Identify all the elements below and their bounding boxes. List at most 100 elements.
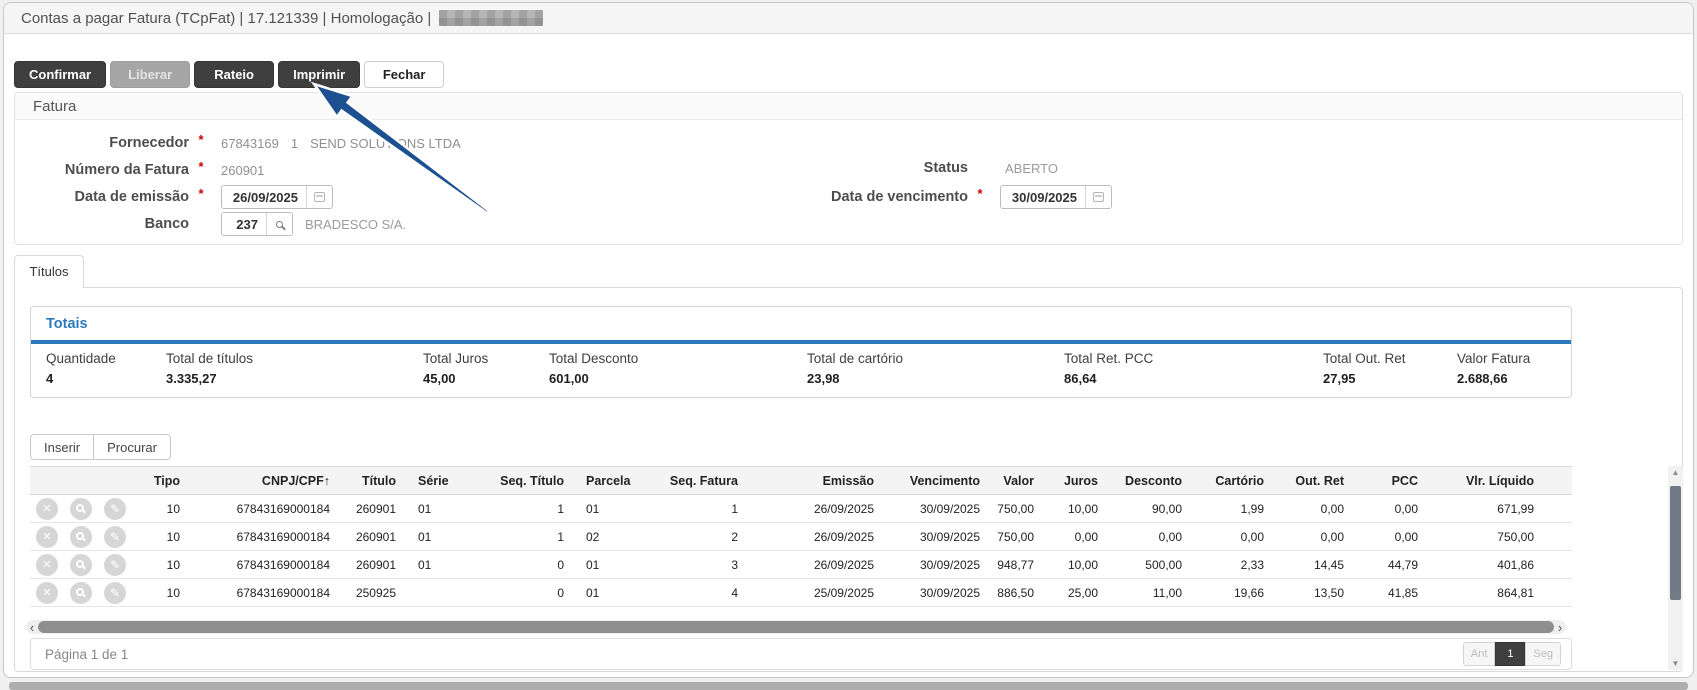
inserir-button[interactable]: Inserir <box>30 434 93 460</box>
fechar-button[interactable]: Fechar <box>364 61 444 88</box>
vertical-scrollbar[interactable]: ▲ ▼ <box>1668 466 1683 670</box>
column-header-sorted[interactable]: CNPJ/CPF↑ <box>188 467 338 495</box>
column-header[interactable]: Tipo <box>142 467 188 495</box>
delete-icon[interactable]: ✕ <box>36 498 58 520</box>
delete-icon[interactable]: ✕ <box>36 526 58 548</box>
cell: 260901 <box>338 523 404 551</box>
delete-icon[interactable]: ✕ <box>36 582 58 604</box>
cell: 11,00 <box>1106 579 1190 607</box>
pagination-page-1-button[interactable]: 1 <box>1495 642 1525 666</box>
grid-body: ✕✎106784316900018426090101101126/09/2025… <box>30 495 1572 607</box>
cell: 0,00 <box>1352 523 1426 551</box>
required-asterisk: * <box>189 186 213 201</box>
total-label: Total Out. Ret <box>1323 351 1406 366</box>
calendar-button[interactable] <box>1085 186 1111 208</box>
cell: 44,79 <box>1352 551 1426 579</box>
cell: 41,85 <box>1352 579 1426 607</box>
rateio-button[interactable]: Rateio <box>194 61 274 88</box>
cell: 4 <box>636 579 746 607</box>
cell: 0 <box>456 579 572 607</box>
cell: 10,00 <box>1042 551 1106 579</box>
edit-icon[interactable]: ✎ <box>104 582 126 604</box>
column-header[interactable]: Seq. Fatura <box>636 467 746 495</box>
total-label: Total Juros <box>423 351 488 366</box>
total-label: Quantidade <box>46 351 116 366</box>
table-row: ✕✎106784316900018426090101101126/09/2025… <box>30 495 1572 523</box>
column-header[interactable]: Cartório <box>1190 467 1272 495</box>
window-titlebar: Contas a pagar Fatura (TCpFat) | 17.1213… <box>4 3 1693 34</box>
horizontal-scrollbar[interactable]: ‹ › <box>26 620 1566 634</box>
scroll-down-icon[interactable]: ▼ <box>1668 659 1683 668</box>
column-header[interactable]: Título <box>338 467 404 495</box>
delete-icon[interactable]: ✕ <box>36 554 58 576</box>
scroll-right-icon[interactable]: › <box>1554 621 1566 634</box>
column-header[interactable]: PCC <box>1352 467 1426 495</box>
numero-fatura-value: 260901 <box>221 163 264 178</box>
view-icon[interactable] <box>70 582 92 604</box>
tab-titulos[interactable]: Títulos <box>14 255 84 288</box>
cell: 500,00 <box>1106 551 1190 579</box>
data-vencimento-field: Data de vencimento * <box>760 184 1112 210</box>
vertical-scrollbar-thumb[interactable] <box>1670 486 1681 600</box>
column-header[interactable]: Parcela <box>572 467 636 495</box>
filler-column-header <box>1542 467 1572 495</box>
column-header[interactable]: Vlr. Líquido <box>1426 467 1542 495</box>
edit-icon[interactable]: ✎ <box>104 498 126 520</box>
scroll-up-icon[interactable]: ▲ <box>1668 468 1683 477</box>
horizontal-scrollbar-thumb[interactable] <box>38 621 1554 633</box>
cell: 1 <box>636 495 746 523</box>
edit-icon[interactable]: ✎ <box>104 554 126 576</box>
procurar-button[interactable]: Procurar <box>93 434 171 460</box>
banco-input[interactable] <box>222 213 266 235</box>
cell: 02 <box>572 523 636 551</box>
view-icon[interactable] <box>70 526 92 548</box>
view-icon[interactable] <box>70 498 92 520</box>
grid-action-buttons: Inserir Procurar <box>30 434 171 460</box>
column-header[interactable]: Desconto <box>1106 467 1190 495</box>
column-header[interactable]: Out. Ret <box>1272 467 1352 495</box>
pagination-next-button[interactable]: Seg <box>1525 642 1561 666</box>
scroll-left-icon[interactable]: ‹ <box>26 621 38 634</box>
cell: 0,00 <box>1190 523 1272 551</box>
column-header[interactable]: Vencimento <box>882 467 988 495</box>
column-header[interactable]: Seq. Título <box>456 467 572 495</box>
table-row: ✕✎106784316900018426090101001326/09/2025… <box>30 551 1572 579</box>
confirmar-button[interactable]: Confirmar <box>14 61 106 88</box>
calendar-button[interactable] <box>306 186 332 208</box>
total-value: 2.688,66 <box>1457 371 1530 386</box>
total-value: 27,95 <box>1323 371 1406 386</box>
cell: 67843169000184 <box>188 551 338 579</box>
pagination-prev-button[interactable]: Ant <box>1463 642 1496 666</box>
cell: 0,00 <box>1106 523 1190 551</box>
data-emissao-input[interactable] <box>222 186 306 208</box>
column-header[interactable]: Valor <box>988 467 1042 495</box>
column-header[interactable]: Emissão <box>746 467 882 495</box>
cell: 3 <box>636 551 746 579</box>
cell: 0,00 <box>1352 495 1426 523</box>
redacted-text <box>439 10 543 26</box>
total-label: Total de títulos <box>166 351 253 366</box>
row-actions: ✕✎ <box>30 523 142 551</box>
status-label: Status <box>760 160 968 176</box>
totais-accent-bar <box>31 340 1571 344</box>
total-value: 45,00 <box>423 371 488 386</box>
fatura-section-title: Fatura <box>15 93 1682 120</box>
data-vencimento-input[interactable] <box>1001 186 1085 208</box>
row-actions: ✕✎ <box>30 579 142 607</box>
cell: 671,99 <box>1426 495 1542 523</box>
cell: 260901 <box>338 495 404 523</box>
cell: 01 <box>404 495 456 523</box>
column-header[interactable]: Série <box>404 467 456 495</box>
fornecedor-label: Fornecedor <box>14 135 189 151</box>
cell: 26/09/2025 <box>746 523 882 551</box>
imprimir-button[interactable]: Imprimir <box>278 61 360 88</box>
banco-search-button[interactable] <box>266 213 292 235</box>
numero-fatura-label: Número da Fatura <box>14 162 189 178</box>
view-icon[interactable] <box>70 554 92 576</box>
column-header[interactable]: Juros <box>1042 467 1106 495</box>
data-vencimento-label: Data de vencimento <box>760 189 968 205</box>
cell: 30/09/2025 <box>882 523 988 551</box>
banco-label: Banco <box>14 216 189 232</box>
edit-icon[interactable]: ✎ <box>104 526 126 548</box>
cell: 1 <box>456 495 572 523</box>
